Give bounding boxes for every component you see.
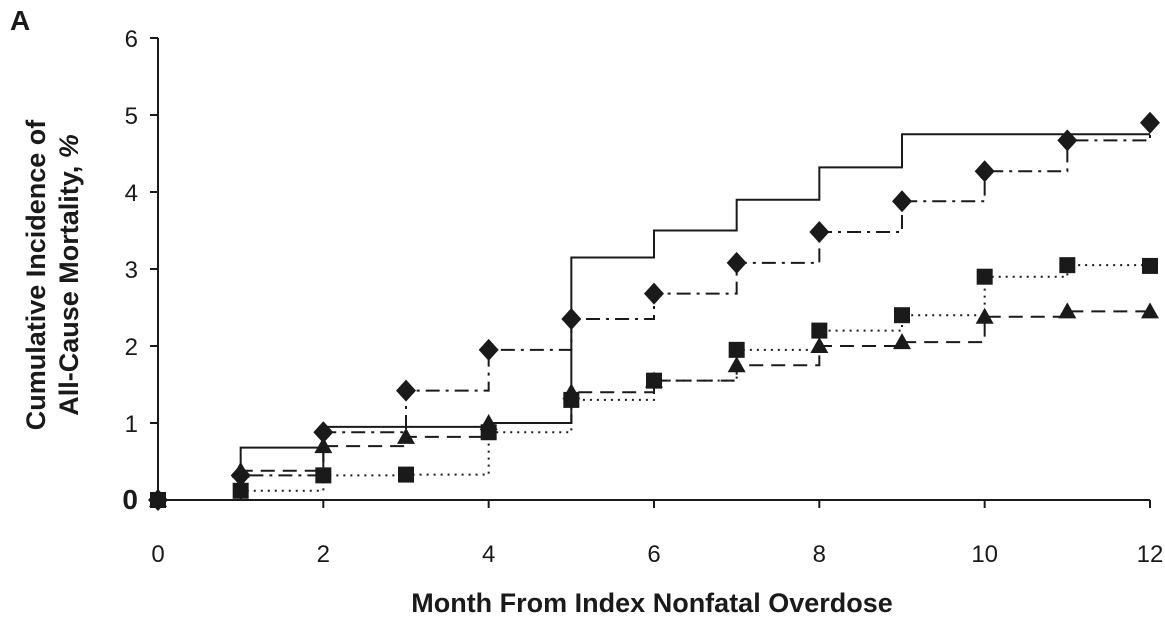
y-tick-label: 4 xyxy=(125,180,138,207)
y-axis-title-line2-main: All-Cause Mortality, xyxy=(54,158,84,416)
data-point-diamond xyxy=(726,251,747,274)
data-point-diamond xyxy=(644,282,664,305)
data-point-diamond xyxy=(892,190,912,213)
data-point-triangle xyxy=(727,356,746,373)
y-tick-label: 6 xyxy=(125,26,138,53)
data-point-triangle xyxy=(810,337,829,353)
x-tick-label: 6 xyxy=(647,541,660,568)
data-point-triangle xyxy=(975,307,994,324)
data-series xyxy=(148,111,1160,511)
y-tick-label: 0 xyxy=(122,484,138,515)
data-point-square xyxy=(811,322,828,339)
data-point-diamond xyxy=(478,338,499,361)
data-point-diamond xyxy=(809,221,830,244)
data-point-diamond xyxy=(396,379,416,402)
x-tick-label: 2 xyxy=(317,541,330,568)
series-2-line xyxy=(158,122,1151,501)
x-tick-label: 12 xyxy=(1137,541,1164,568)
data-point-triangle xyxy=(645,371,663,388)
data-point-square xyxy=(728,341,745,358)
series-4 xyxy=(149,302,1159,507)
y-axis-title-line2: All-Cause Mortality, % xyxy=(54,134,84,416)
y-tick-label: 1 xyxy=(125,411,138,438)
x-tick-label: 8 xyxy=(813,541,826,568)
data-point-diamond xyxy=(1140,111,1160,134)
x-axis-title: Month From Index Nonfatal Overdose xyxy=(411,588,893,618)
data-point-triangle xyxy=(149,491,167,507)
x-tick-label: 4 xyxy=(482,541,495,568)
data-point-square xyxy=(398,466,414,483)
data-point-square xyxy=(1142,257,1158,274)
series-2 xyxy=(148,111,1160,511)
data-point-triangle xyxy=(893,333,911,350)
x-tick-label: 10 xyxy=(971,541,998,568)
data-point-square xyxy=(1059,257,1076,274)
data-point-triangle xyxy=(562,383,581,400)
data-point-triangle xyxy=(314,437,333,454)
data-point-triangle xyxy=(397,427,415,444)
series-4-line xyxy=(158,310,1150,501)
data-point-triangle xyxy=(231,461,250,478)
data-point-square xyxy=(894,307,910,324)
data-point-triangle xyxy=(479,414,498,430)
x-tick-label: 0 xyxy=(151,541,164,568)
data-point-diamond xyxy=(313,421,334,444)
y-axis-title-line2-italic: % xyxy=(54,134,84,158)
data-point-triangle xyxy=(1058,302,1077,319)
series-3 xyxy=(150,257,1158,508)
data-point-diamond xyxy=(974,160,995,183)
y-tick-label: 2 xyxy=(125,334,138,361)
y-tick-label: 3 xyxy=(125,257,138,284)
y-tick-label: 5 xyxy=(125,103,138,130)
y-axis-title-line1: Cumulative Incidence of xyxy=(21,119,51,431)
data-point-square xyxy=(315,467,332,484)
data-point-diamond xyxy=(1057,129,1078,152)
data-point-diamond xyxy=(561,308,582,331)
data-point-triangle xyxy=(1141,302,1159,319)
y-axis-title: Cumulative Incidence of All-Cause Mortal… xyxy=(21,119,84,431)
data-point-square xyxy=(976,268,993,285)
panel-label: A xyxy=(10,5,30,36)
